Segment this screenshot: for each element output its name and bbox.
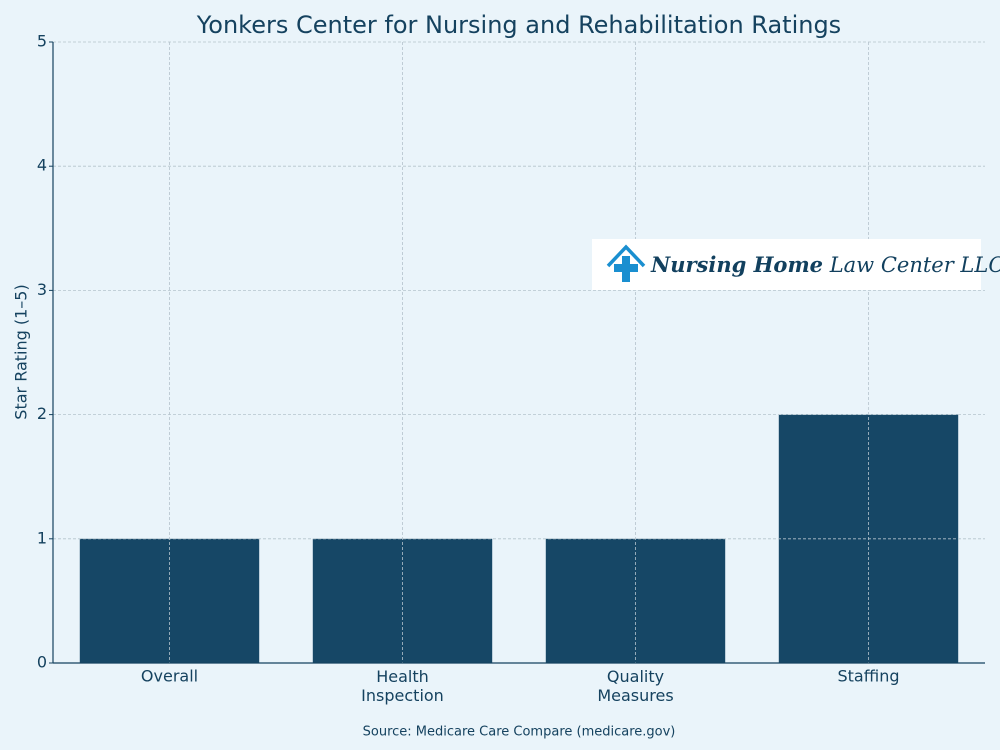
x-tick-label: Health Inspection (361, 667, 444, 705)
y-tick-label: 0 (37, 653, 47, 672)
logo-bold: Nursing Home (650, 252, 823, 277)
y-tick-label: 2 (37, 404, 47, 423)
y-tick-label: 5 (37, 32, 47, 51)
logo-box (592, 239, 981, 290)
logo: Nursing Home Law Center LLC (592, 239, 1000, 290)
x-tick-label: Overall (141, 667, 198, 686)
source-note: Source: Medicare Care Compare (medicare.… (363, 725, 676, 740)
y-tick-label: 1 (37, 528, 47, 547)
logo-text: Nursing Home Law Center LLC (650, 252, 1000, 277)
chart-title: Yonkers Center for Nursing and Rehabilit… (196, 11, 841, 39)
x-tick-label: Quality Measures (597, 667, 673, 705)
x-tick-label: Staffing (838, 667, 900, 686)
logo-roof (606, 244, 646, 268)
y-tick-label: 3 (37, 280, 47, 299)
y-axis-label: Star Rating (1–5) (12, 284, 31, 419)
y-tick-label: 4 (37, 156, 47, 175)
logo-regular: Law Center LLC (829, 253, 1000, 277)
plot-area: Overall Health Inspection Quality Measures St… (37, 32, 985, 705)
logo-cross (614, 264, 638, 272)
